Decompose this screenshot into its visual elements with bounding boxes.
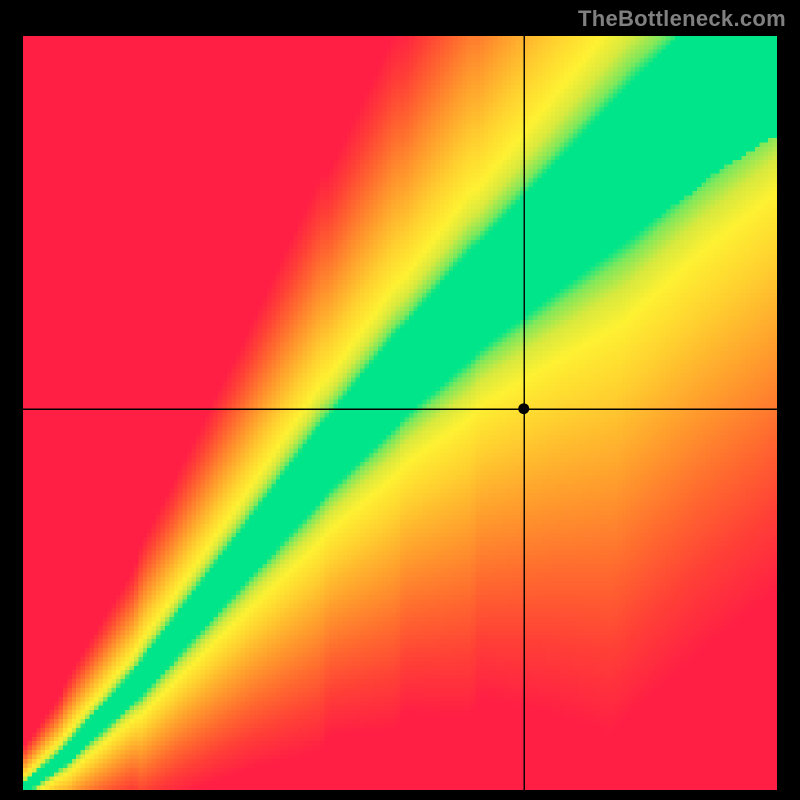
heatmap-overlay	[23, 36, 777, 790]
chart-container: TheBottleneck.com	[0, 0, 800, 800]
watermark-text: TheBottleneck.com	[578, 6, 786, 32]
bottleneck-heatmap	[23, 36, 777, 790]
